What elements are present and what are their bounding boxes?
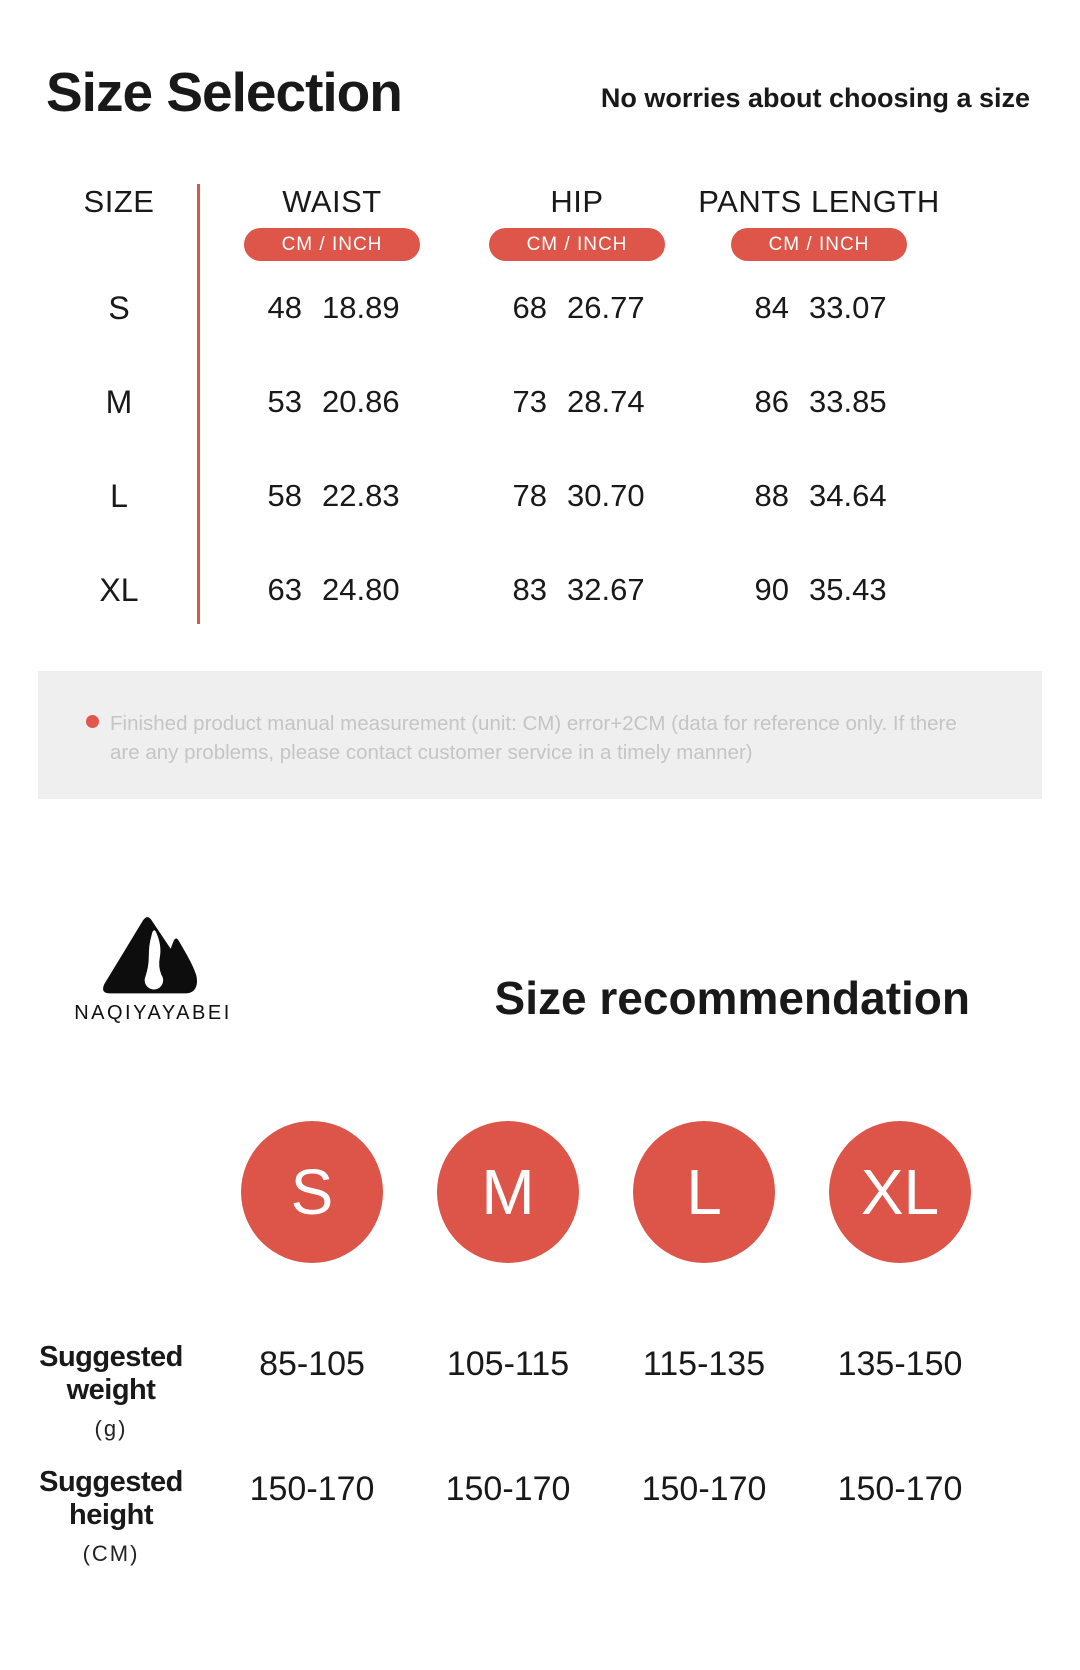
table-row: XL 63 24.80 83 32.67 90 35.43 xyxy=(40,543,1080,637)
grid-spacer xyxy=(8,1121,214,1263)
hip-values: 73 28.74 xyxy=(466,384,688,420)
page-title: Size Selection xyxy=(46,61,403,123)
table-row: L 58 22.83 78 30.70 88 34.64 xyxy=(40,449,1080,543)
waist-cm-value: 48 xyxy=(267,290,302,325)
waist-inch-value: 20.86 xyxy=(322,384,400,419)
recommendation-title: Size recommendation xyxy=(494,972,970,1025)
unit-badge-hip: CM / INCH xyxy=(489,228,665,261)
waist-inch-value: 24.80 xyxy=(322,572,400,607)
brand-logo: NAQIYAYABEI xyxy=(72,911,234,1025)
weight-label-cell: Suggested weight (g) xyxy=(8,1263,214,1442)
column-header-pants-length: PANTS LENGTH xyxy=(698,184,940,219)
length-values: 90 35.43 xyxy=(688,572,950,608)
hip-inch-value: 26.77 xyxy=(567,290,645,325)
waist-values: 63 24.80 xyxy=(198,572,466,608)
size-label: XL xyxy=(99,571,139,608)
note-text: Finished product manual measurement (uni… xyxy=(110,712,957,765)
hip-values: 83 32.67 xyxy=(466,572,688,608)
length-values: 84 33.07 xyxy=(688,290,950,326)
length-cm-value: 86 xyxy=(754,384,789,419)
mountain-flame-logo-icon xyxy=(103,917,198,994)
waist-values: 58 22.83 xyxy=(198,478,466,514)
waist-cm-value: 63 xyxy=(267,572,302,607)
height-value-m: 150-170 xyxy=(445,1470,571,1509)
height-unit: (CM) xyxy=(82,1541,140,1567)
weight-value-l: 115-135 xyxy=(642,1345,766,1384)
size-circle-xl: XL xyxy=(829,1121,971,1264)
size-table: SIZE WAIST HIP PANTS LENGTH CM / INCH CM… xyxy=(40,170,1080,637)
measurement-note: Finished product manual measurement (uni… xyxy=(38,671,1042,800)
length-inch-value: 35.43 xyxy=(809,572,887,607)
unit-badge-waist: CM / INCH xyxy=(244,228,420,261)
column-header-waist: WAIST xyxy=(282,184,382,219)
size-label: S xyxy=(108,289,130,326)
page-header: Size Selection No worries about choosing… xyxy=(0,0,1080,124)
waist-values: 53 20.86 xyxy=(198,384,466,420)
length-inch-value: 33.07 xyxy=(809,290,887,325)
size-circle-s: S xyxy=(241,1121,383,1264)
column-header-size: SIZE xyxy=(83,184,155,219)
table-row: S 48 18.89 68 26.77 84 33.07 xyxy=(40,261,1080,355)
waist-cm-value: 58 xyxy=(267,478,302,513)
brand-name: NAQIYAYABEI xyxy=(74,1002,232,1025)
length-cm-value: 88 xyxy=(754,478,789,513)
hip-cm-value: 68 xyxy=(512,290,547,325)
length-cm-value: 90 xyxy=(754,572,789,607)
bullet-dot-icon xyxy=(86,715,99,728)
length-cm-value: 84 xyxy=(754,290,789,325)
hip-cm-value: 73 xyxy=(512,384,547,419)
column-header-hip: HIP xyxy=(550,184,604,219)
hip-inch-value: 28.74 xyxy=(567,384,645,419)
page-subtitle: No worries about choosing a size xyxy=(600,83,1030,113)
weight-value-m: 105-115 xyxy=(446,1345,570,1384)
table-divider-line xyxy=(197,184,200,624)
waist-values: 48 18.89 xyxy=(198,290,466,326)
height-value-xl: 150-170 xyxy=(837,1470,963,1509)
height-label-cell: Suggested height (CM) xyxy=(8,1442,214,1567)
table-header-row: SIZE WAIST HIP PANTS LENGTH xyxy=(40,170,1080,220)
size-circle-l: L xyxy=(633,1121,775,1264)
hip-values: 78 30.70 xyxy=(466,478,688,514)
weight-unit: (g) xyxy=(94,1416,128,1442)
size-circle-m: M xyxy=(437,1121,579,1264)
weight-label: Suggested weight xyxy=(39,1341,183,1407)
unit-badge-pants-length: CM / INCH xyxy=(731,228,907,261)
size-label: M xyxy=(105,383,133,420)
hip-cm-value: 78 xyxy=(512,478,547,513)
size-label: L xyxy=(110,477,128,514)
unit-badge-row: CM / INCH CM / INCH CM / INCH xyxy=(40,220,1080,261)
waist-cm-value: 53 xyxy=(267,384,302,419)
length-inch-value: 33.85 xyxy=(809,384,887,419)
waist-inch-value: 18.89 xyxy=(322,290,400,325)
size-recommendation-grid: S M L XL Suggested weight (g) 85-105 105… xyxy=(8,1121,1080,1567)
weight-value-s: 85-105 xyxy=(259,1345,365,1384)
hip-inch-value: 30.70 xyxy=(567,478,645,513)
height-value-l: 150-170 xyxy=(641,1470,767,1509)
hip-cm-value: 83 xyxy=(512,572,547,607)
brand-and-recommendation-header: NAQIYAYABEI Size recommendation xyxy=(72,911,970,1025)
weight-value-xl: 135-150 xyxy=(837,1345,963,1384)
length-values: 88 34.64 xyxy=(688,478,950,514)
hip-values: 68 26.77 xyxy=(466,290,688,326)
waist-inch-value: 22.83 xyxy=(322,478,400,513)
length-values: 86 33.85 xyxy=(688,384,950,420)
table-row: M 53 20.86 73 28.74 86 33.85 xyxy=(40,355,1080,449)
length-inch-value: 34.64 xyxy=(809,478,887,513)
height-label: Suggested height xyxy=(39,1466,183,1532)
hip-inch-value: 32.67 xyxy=(567,572,645,607)
height-value-s: 150-170 xyxy=(249,1470,375,1509)
